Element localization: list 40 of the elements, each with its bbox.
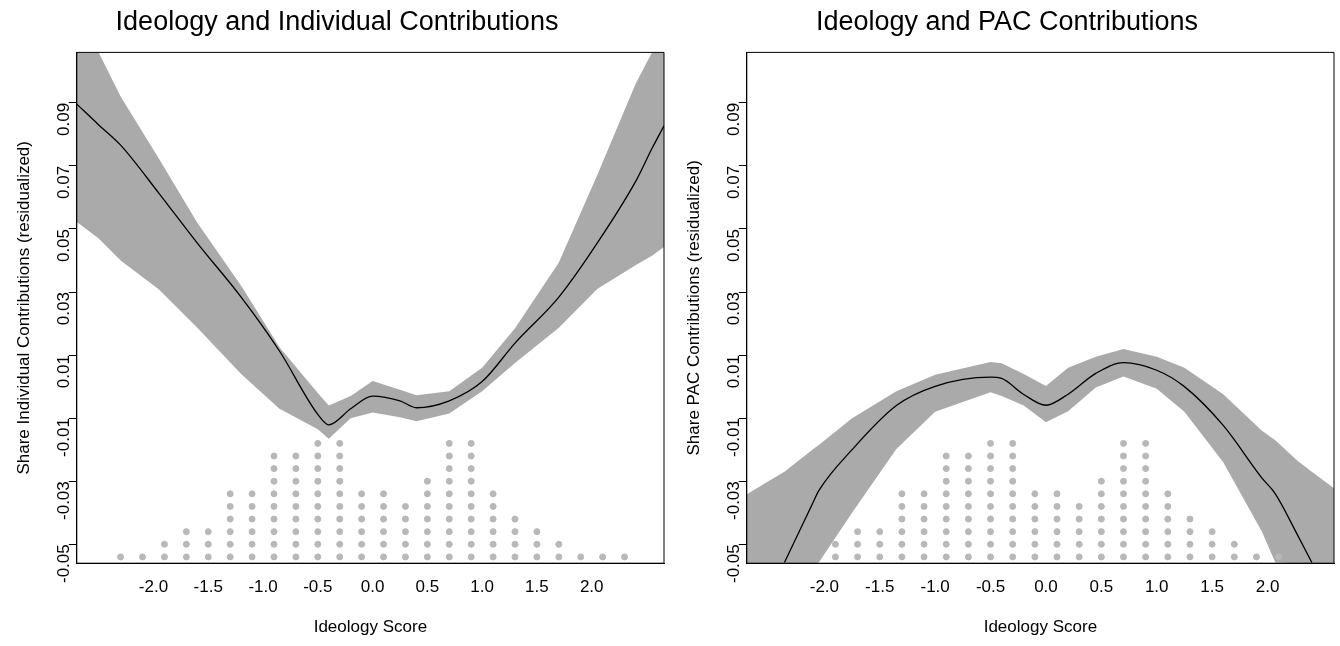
x-tick-label: -2.0 xyxy=(138,577,169,597)
x-axis-title: Ideology Score xyxy=(313,617,428,637)
y-tick-label: 0.05 xyxy=(54,228,74,263)
y-tick-label: -0.01 xyxy=(54,418,74,457)
y-tick-label: 0.07 xyxy=(724,165,744,199)
y-tick-label: 0.03 xyxy=(724,292,744,326)
y-tick-label: 0.05 xyxy=(724,228,744,263)
x-tick-label: 1.0 xyxy=(470,577,494,597)
x-tick-label: 1.5 xyxy=(1200,577,1224,597)
x-tick-label: 0.0 xyxy=(360,577,385,597)
y-tick-label: 0.01 xyxy=(724,355,744,389)
y-tick-label: 0.09 xyxy=(54,102,74,136)
y-axis-title: Share Individual Contributions (residualized) xyxy=(13,141,33,475)
x-tick-label: -0.5 xyxy=(975,577,1006,597)
x-tick-label: 2.0 xyxy=(1255,577,1280,597)
chart-title: Ideology and Individual Contributions xyxy=(115,5,559,36)
x-tick-label: 0.5 xyxy=(415,577,440,597)
x-tick-label: -1.0 xyxy=(248,577,278,597)
x-tick-label: -2.0 xyxy=(809,577,839,597)
x-tick-label: -1.5 xyxy=(193,577,223,597)
y-tick-label: 0.09 xyxy=(724,102,744,136)
x-tick-label: -1.5 xyxy=(865,577,895,597)
y-tick-label: 0.03 xyxy=(54,292,74,326)
y-tick-label: -0.05 xyxy=(54,544,74,584)
x-tick-label: 0.0 xyxy=(1034,577,1058,597)
x-tick-label: 0.5 xyxy=(1089,577,1114,597)
y-tick-label: 0.01 xyxy=(54,355,74,389)
x-tick-label: -1.0 xyxy=(920,577,950,597)
y-tick-label: -0.03 xyxy=(54,481,74,520)
x-tick-label: 1.0 xyxy=(1144,577,1169,597)
y-axis-title: Share PAC Contributions (residualized) xyxy=(683,160,703,456)
y-tick-label: 0.07 xyxy=(54,165,74,199)
x-tick-label: 1.5 xyxy=(525,577,549,597)
x-axis-title: Ideology Score xyxy=(983,617,1098,637)
chart-title: Ideology and PAC Contributions xyxy=(815,5,1199,36)
x-tick-label: -0.5 xyxy=(303,577,333,597)
x-tick-label: 2.0 xyxy=(579,577,604,597)
y-tick-label: -0.03 xyxy=(724,481,744,520)
y-tick-label: -0.01 xyxy=(724,418,744,457)
y-tick-label: -0.05 xyxy=(724,544,744,584)
